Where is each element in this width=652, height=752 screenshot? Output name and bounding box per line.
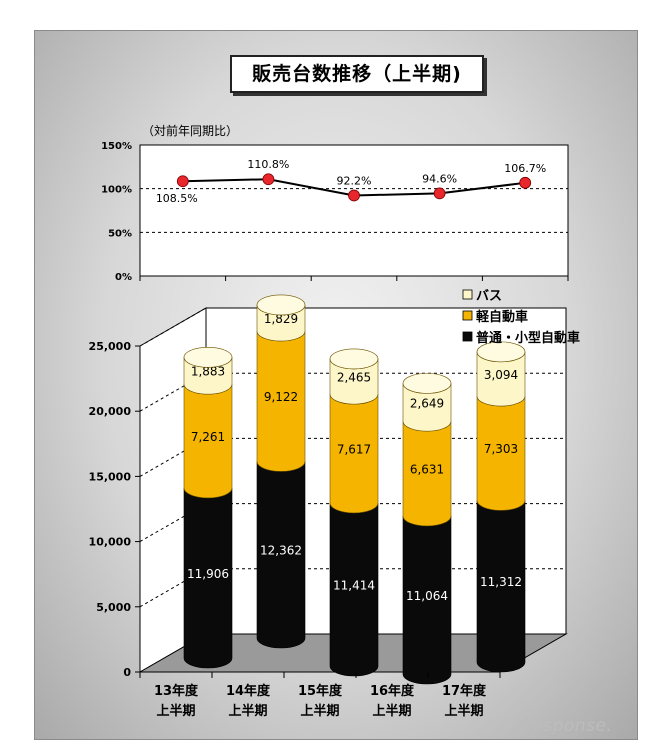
line-y-tick: 50% [108,228,132,239]
bar-category-label: 上半期 [300,703,339,719]
bar-cylinders: 11,906 7,261 1,883 12,362 9,122 1,829 11,414 7,… [183,294,526,685]
bar-top-cap [329,348,379,370]
bar-category-label: 17年度 [442,683,487,699]
bar-category-label: 上半期 [156,703,195,719]
bar-y-tick: 25,000 [89,340,132,353]
bar-y-tick: 20,000 [89,405,132,418]
bar-category-label: 上半期 [444,703,483,719]
line-y-tick: 0% [115,272,132,283]
line-gridlines [140,188,568,233]
line-data-label: 108.5% [156,192,198,205]
bar-cylinder: 11,312 7,303 3,094 [476,341,526,673]
bar-data-label: 7,261 [191,430,225,444]
bar-data-label: 12,362 [260,544,302,558]
line-point [262,173,275,186]
bar-cylinder: 11,064 6,631 2,649 [402,373,452,685]
line-y-tick: 100% [101,185,132,196]
bar-category-label: 14年度 [226,683,271,699]
bar-gridline-side [139,503,207,543]
bar-data-label: 1,829 [264,312,298,326]
line-plot-area [139,144,569,277]
bar-data-label: 7,303 [484,442,518,456]
chart-title: 販売台数推移（上半期) [230,55,484,93]
legend-label: 軽自動車 [476,309,528,325]
watermark: Response. [520,716,613,736]
bar-cylinder: 12,362 9,122 1,829 [256,294,306,649]
line-point [519,176,532,189]
bar-data-label: 11,906 [187,567,229,581]
legend-swatch [462,331,473,342]
bar-data-label: 3,094 [484,368,518,382]
line-ylabel: （対前年同期比） [142,123,238,138]
legend-label: 普通・小型自動車 [476,330,580,346]
line-data-label: 106.7% [504,162,546,175]
bar-y-tick: 0 [123,666,131,679]
bar-y-tick: 5,000 [96,601,131,614]
bar-data-label: 11,414 [333,578,375,592]
bar-category-label: 上半期 [372,703,411,719]
bar-data-label: 11,064 [406,589,448,603]
bar-gridline-side [139,307,207,347]
line-x-ticks [139,276,569,281]
line-points [176,173,532,202]
bar-y-tick: 10,000 [89,536,132,549]
line-data-label: 92.2% [337,174,372,187]
line-data-label: 94.6% [422,172,457,185]
bar-gridline-side [139,568,207,608]
bar-top-cap [256,294,306,316]
bar-cylinder: 11,414 7,617 2,465 [329,348,379,677]
bar-gridline-side [139,372,207,412]
legend-swatch [462,310,473,321]
bar-category-label: 13年度 [154,683,199,699]
bar-category-label: 上半期 [228,703,267,719]
bar-data-label: 2,465 [337,371,371,385]
bar-top-cap [183,346,233,368]
line-point [433,187,446,200]
bar-data-label: 2,649 [410,396,444,410]
bar-cylinder: 11,906 7,261 1,883 [183,346,233,669]
bar-data-label: 7,617 [337,443,371,457]
bar-y-ticks: 25,000 20,000 15,000 10,000 5,000 0 [89,340,141,679]
bar-category-label: 15年度 [298,683,343,699]
legend-label: バス [476,289,502,304]
line-point [176,175,189,188]
bar-data-label: 1,883 [191,365,225,379]
bar-gridline-side [139,437,207,477]
bar-category-label: 16年度 [370,683,415,699]
line-point [348,189,360,202]
bar-y-tick: 15,000 [89,470,132,483]
line-y-tick: 150% [101,141,132,152]
bar-data-label: 9,122 [264,390,298,404]
line-data-label: 110.8% [247,158,289,171]
legend-swatch [462,289,473,300]
bar-top-cap [402,373,452,394]
line-y-ticks: 150% 100% 50% 0% [101,141,132,283]
bar-data-label: 11,312 [480,575,522,589]
line-data-labels: 108.5% 110.8% 92.2% 94.6% 106.7% [156,158,546,205]
bar-top-cap [476,341,526,363]
bar-data-label: 6,631 [410,463,444,477]
